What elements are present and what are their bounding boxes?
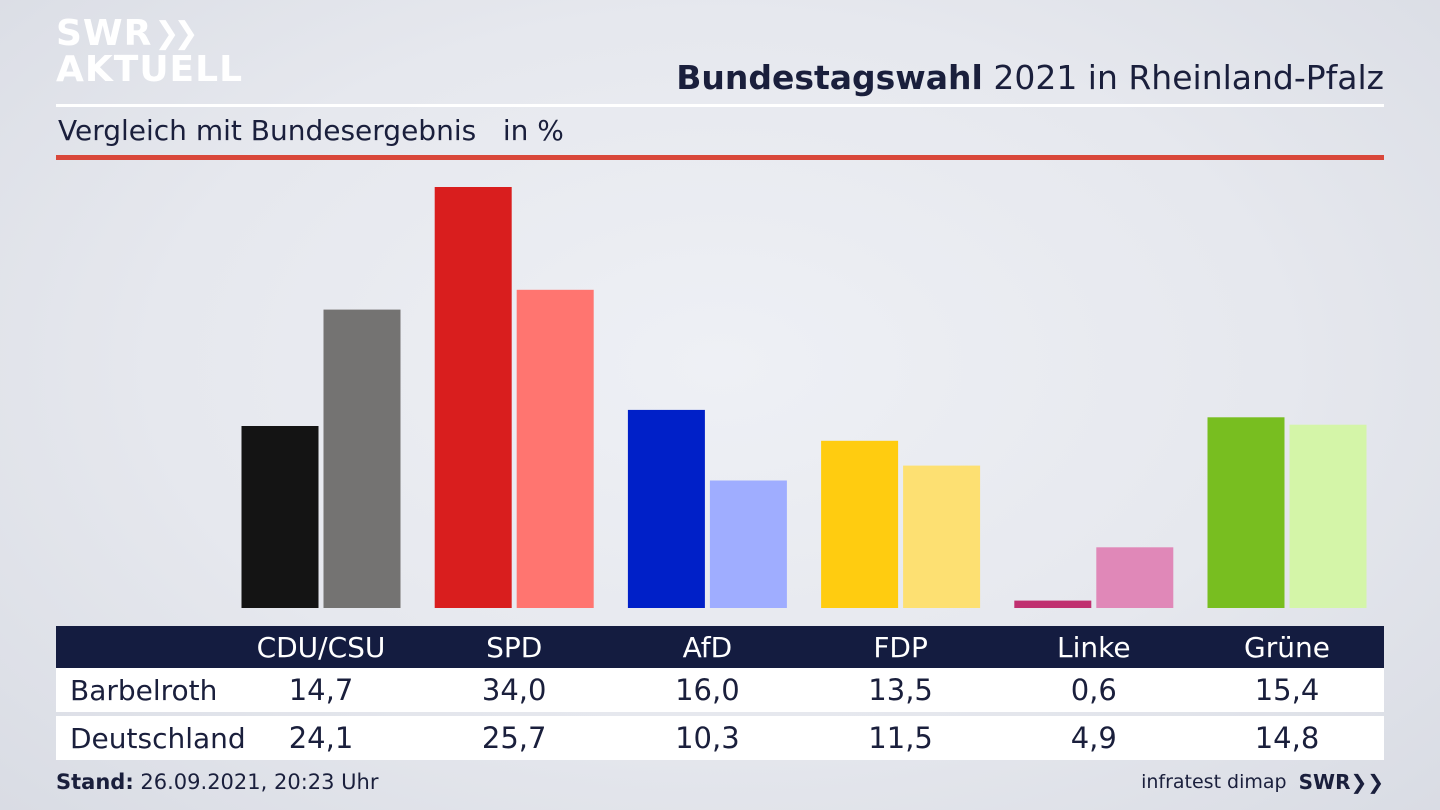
stand-value: 26.09.2021, 20:23 Uhr — [133, 770, 379, 794]
table-cell: 4,9 — [1070, 721, 1117, 755]
logo-top-text: SWR — [56, 13, 153, 54]
bar-gr-ne-deutschland — [1289, 424, 1367, 608]
table-cell: 25,7 — [481, 721, 547, 755]
swr-aktuell-logo: SWR ❯❯ AKTUELL — [56, 16, 243, 88]
bar-fdp-deutschland — [903, 465, 981, 608]
table-cell: 34,0 — [481, 673, 547, 707]
table-cell: 14,7 — [288, 673, 354, 707]
table-cell: 11,5 — [868, 721, 933, 755]
row-label: Deutschland — [70, 721, 246, 755]
table-row: Deutschland 24,1 25,7 10,3 11,5 4,9 14,8 — [56, 716, 1384, 760]
column-header: Linke — [1057, 630, 1131, 664]
bar-gr-ne-barbelroth — [1207, 417, 1285, 608]
source-credit: infratest dimap SWR❯❯ — [1141, 770, 1384, 794]
title-bold: Bundestagswahl — [676, 58, 983, 97]
logo-arrows-icon: ❯❯ — [154, 16, 198, 51]
title-rest: 2021 in Rheinland-Pfalz — [982, 58, 1384, 97]
swr-brand-logo: SWR❯❯ — [1298, 770, 1384, 794]
source-text: infratest dimap — [1141, 771, 1287, 793]
table-header-row: CDU/CSU SPD AfD FDP Linke Grüne — [56, 626, 1384, 668]
bar-linke-barbelroth — [1014, 600, 1092, 608]
title-divider — [56, 104, 1384, 107]
accent-divider — [56, 155, 1384, 160]
table-cell: 14,8 — [1254, 721, 1320, 755]
page-title: Bundestagswahl 2021 in Rheinland-Pfalz — [676, 58, 1384, 97]
table-cell: 15,4 — [1254, 673, 1320, 707]
row-label: Barbelroth — [70, 673, 218, 707]
table-cell: 16,0 — [675, 673, 740, 707]
table-body: Barbelroth 14,7 34,0 16,0 13,5 0,6 15,4 Deutsch… — [56, 668, 1384, 760]
logo-bottom-text: AKTUELL — [56, 49, 244, 90]
timestamp: Stand: 26.09.2021, 20:23 Uhr — [56, 770, 379, 794]
column-header: Grüne — [1244, 630, 1330, 664]
table-cell: 10,3 — [675, 721, 740, 755]
chart-subtitle: Vergleich mit Bundesergebnis in % — [58, 114, 564, 147]
bar-cdu-csu-deutschland — [323, 309, 401, 608]
column-header: CDU/CSU — [256, 630, 386, 664]
bar-linke-deutschland — [1096, 547, 1174, 608]
column-header: AfD — [682, 630, 733, 664]
table-cell: 0,6 — [1070, 673, 1117, 707]
bar-spd-barbelroth — [434, 187, 512, 608]
bar-afd-barbelroth — [627, 409, 705, 608]
bar-fdp-barbelroth — [821, 440, 899, 608]
table-row: Barbelroth 14,7 34,0 16,0 13,5 0,6 15,4 — [56, 668, 1384, 712]
column-header: SPD — [486, 630, 543, 664]
column-header: FDP — [873, 630, 928, 664]
bar-cdu-csu-barbelroth — [241, 426, 319, 608]
table-cell: 13,5 — [868, 673, 933, 707]
stand-label: Stand: — [56, 770, 134, 794]
results-table: CDU/CSU SPD AfD FDP Linke Grüne Barbelroth 14,… — [56, 626, 1384, 760]
bar-spd-deutschland — [516, 289, 594, 608]
bar-afd-deutschland — [709, 480, 787, 608]
table-cell: 24,1 — [288, 721, 354, 755]
